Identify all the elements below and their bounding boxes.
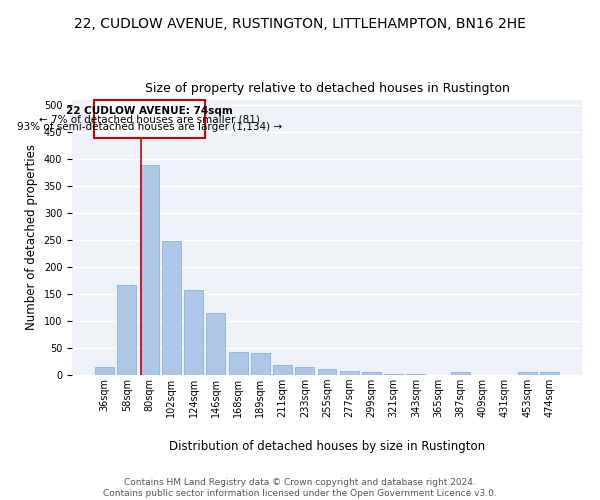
Bar: [162, 240, 181, 375]
Bar: [362, 372, 381, 375]
Bar: [451, 372, 470, 375]
Bar: [384, 374, 403, 375]
Bar: [229, 352, 248, 375]
Text: Contains HM Land Registry data © Crown copyright and database right 2024.
Contai: Contains HM Land Registry data © Crown c…: [103, 478, 497, 498]
Text: 93% of semi-detached houses are larger (1,134) →: 93% of semi-detached houses are larger (…: [17, 122, 282, 132]
Bar: [184, 290, 203, 375]
Bar: [140, 164, 158, 375]
Title: Size of property relative to detached houses in Rustington: Size of property relative to detached ho…: [145, 82, 509, 94]
Bar: [118, 285, 136, 375]
Bar: [518, 372, 536, 375]
Bar: [251, 354, 270, 375]
Bar: [340, 370, 359, 375]
Bar: [206, 313, 225, 375]
Text: ← 7% of detached houses are smaller (81): ← 7% of detached houses are smaller (81): [39, 114, 260, 124]
Y-axis label: Number of detached properties: Number of detached properties: [25, 144, 38, 330]
Text: 22 CUDLOW AVENUE: 74sqm: 22 CUDLOW AVENUE: 74sqm: [66, 106, 233, 116]
Text: Distribution of detached houses by size in Rustington: Distribution of detached houses by size …: [169, 440, 485, 453]
Bar: [295, 367, 314, 375]
Bar: [317, 368, 337, 375]
Text: 22, CUDLOW AVENUE, RUSTINGTON, LITTLEHAMPTON, BN16 2HE: 22, CUDLOW AVENUE, RUSTINGTON, LITTLEHAM…: [74, 18, 526, 32]
Bar: [406, 374, 425, 375]
FancyBboxPatch shape: [94, 100, 205, 138]
Bar: [95, 367, 114, 375]
Bar: [540, 372, 559, 375]
Bar: [273, 366, 292, 375]
